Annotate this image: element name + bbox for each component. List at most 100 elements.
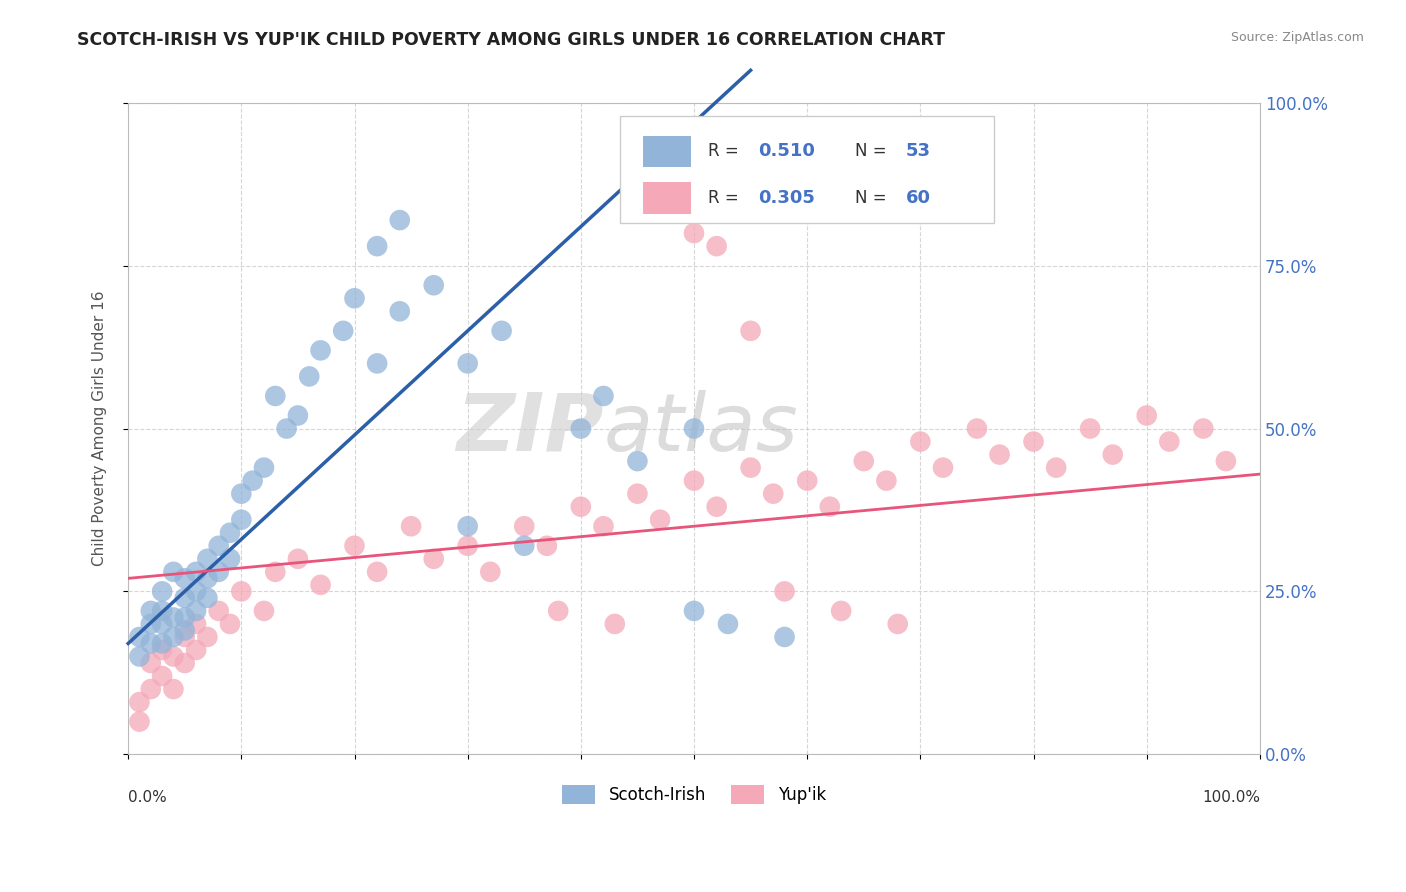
Point (184, 584, 207, 599)
Point (162, 630, 184, 644)
Point (706, 500, 728, 514)
Point (603, 616, 626, 631)
Text: 53: 53 (905, 143, 931, 161)
Point (195, 630, 218, 644)
Point (422, 551, 444, 566)
Point (287, 551, 309, 566)
Point (569, 500, 592, 514)
Point (773, 630, 796, 644)
Point (852, 454, 875, 468)
Text: ZIP: ZIP (456, 390, 603, 467)
Point (150, 636, 173, 650)
Point (128, 714, 150, 729)
Point (1022, 434, 1045, 449)
Point (162, 649, 184, 664)
Point (150, 669, 173, 683)
Point (796, 474, 818, 488)
Point (818, 500, 841, 514)
Text: 60: 60 (905, 189, 931, 207)
Point (762, 486, 785, 500)
Point (366, 239, 388, 253)
Point (276, 421, 298, 435)
Point (242, 474, 264, 488)
Point (1136, 409, 1159, 423)
Point (343, 291, 366, 305)
Point (128, 695, 150, 709)
Point (569, 421, 592, 435)
Point (740, 460, 762, 475)
Text: 0.0%: 0.0% (128, 790, 167, 805)
Point (150, 643, 173, 657)
Point (173, 591, 195, 605)
Point (309, 343, 332, 358)
Point (195, 571, 218, 585)
Point (139, 616, 162, 631)
Point (491, 324, 513, 338)
Point (139, 656, 162, 670)
Point (184, 565, 207, 579)
Point (208, 539, 231, 553)
Point (875, 474, 897, 488)
Point (184, 616, 207, 631)
Text: 0.510: 0.510 (758, 143, 815, 161)
Point (910, 434, 932, 449)
Point (457, 539, 479, 553)
Point (208, 604, 231, 618)
Text: Source: ZipAtlas.com: Source: ZipAtlas.com (1230, 31, 1364, 45)
FancyBboxPatch shape (643, 182, 690, 213)
Point (1192, 421, 1215, 435)
FancyBboxPatch shape (620, 116, 994, 223)
Point (592, 389, 614, 403)
Point (1215, 454, 1237, 468)
Point (253, 604, 276, 618)
Point (717, 616, 740, 631)
Point (399, 519, 422, 533)
Text: N =: N = (855, 189, 891, 207)
Point (886, 616, 908, 631)
Text: 100.0%: 100.0% (1202, 790, 1260, 805)
Point (422, 278, 444, 293)
Text: SCOTCH-IRISH VS YUP'IK CHILD POVERTY AMONG GIRLS UNDER 16 CORRELATION CHART: SCOTCH-IRISH VS YUP'IK CHILD POVERTY AMO… (77, 31, 945, 49)
Point (208, 565, 231, 579)
Point (231, 584, 253, 599)
Point (966, 421, 988, 435)
Point (173, 571, 195, 585)
Point (1078, 421, 1101, 435)
Point (683, 421, 706, 435)
Point (264, 565, 287, 579)
FancyBboxPatch shape (643, 136, 690, 167)
Point (128, 630, 150, 644)
Point (648, 513, 671, 527)
Point (457, 519, 479, 533)
Point (773, 584, 796, 599)
Point (332, 324, 354, 338)
Point (547, 604, 569, 618)
Text: 0.305: 0.305 (758, 189, 815, 207)
Point (162, 610, 184, 624)
Point (184, 604, 207, 618)
Point (287, 409, 309, 423)
Point (343, 539, 366, 553)
Point (219, 616, 242, 631)
Point (264, 389, 287, 403)
Point (513, 519, 536, 533)
Point (683, 474, 706, 488)
Legend: Scotch-Irish, Yup'ik: Scotch-Irish, Yup'ik (555, 779, 832, 811)
Point (253, 460, 276, 475)
Point (139, 636, 162, 650)
Point (626, 454, 648, 468)
Point (388, 304, 411, 318)
Point (592, 519, 614, 533)
Text: R =: R = (707, 189, 744, 207)
Point (683, 604, 706, 618)
Point (219, 525, 242, 540)
Point (173, 610, 195, 624)
Point (1101, 448, 1123, 462)
Point (1159, 434, 1181, 449)
Point (219, 551, 242, 566)
Point (195, 551, 218, 566)
Point (479, 565, 502, 579)
Point (298, 369, 321, 384)
Point (150, 604, 173, 618)
Point (830, 604, 852, 618)
